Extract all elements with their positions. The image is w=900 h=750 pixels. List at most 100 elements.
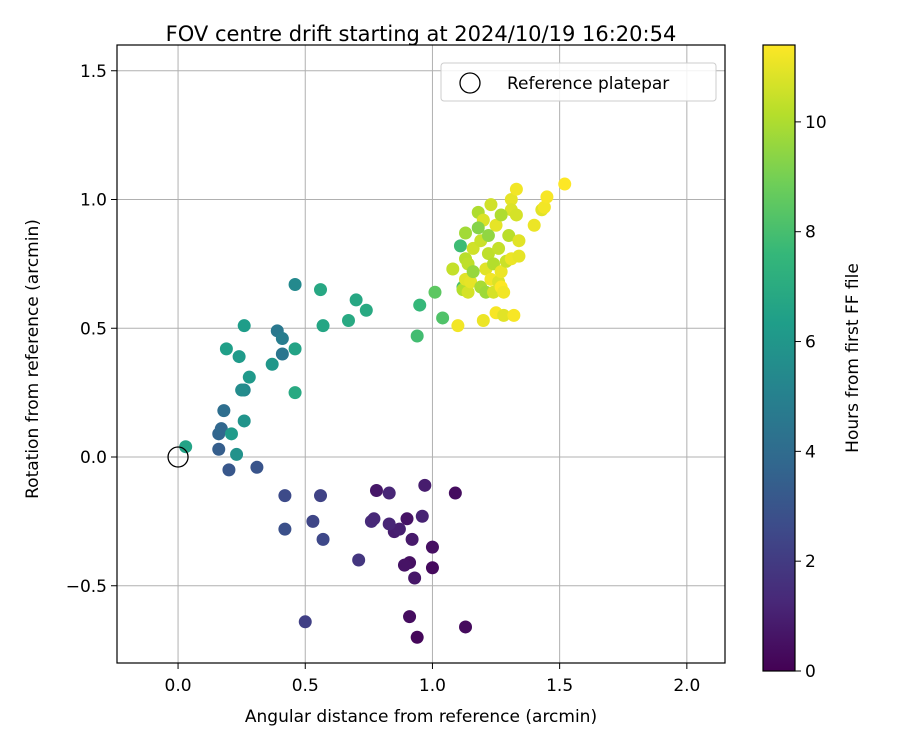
data-point-106 [471, 221, 485, 235]
data-point-67 [459, 226, 473, 240]
x-tick-label-2: 1.0 [419, 676, 446, 696]
y-tick-label-3: 1.0 [80, 191, 107, 211]
data-point-10 [392, 522, 406, 536]
data-point-65 [461, 285, 475, 299]
data-points [179, 177, 572, 644]
data-point-28 [222, 463, 236, 477]
data-point-97 [509, 182, 523, 196]
legend-box [440, 62, 717, 102]
data-point-75 [476, 314, 490, 328]
reference-platepar-marker [167, 446, 189, 468]
y-tick-label-2: 0.5 [80, 319, 107, 339]
data-point-90 [497, 308, 511, 322]
data-point-50 [314, 283, 328, 297]
data-point-15 [367, 512, 381, 526]
data-point-16 [369, 483, 383, 497]
data-point-57 [428, 285, 442, 299]
colorbar-gradient [763, 45, 795, 671]
data-point-32 [217, 404, 231, 418]
data-point-11 [382, 517, 396, 531]
data-point-49 [288, 277, 302, 291]
data-point-101 [527, 218, 541, 232]
data-point-54 [359, 303, 373, 317]
data-point-42 [237, 319, 251, 333]
data-point-61 [451, 319, 465, 333]
data-point-46 [275, 347, 289, 361]
reference-marker-layer [167, 446, 189, 468]
data-point-55 [410, 329, 424, 343]
colorbar-label: Hours from first FF file [843, 263, 863, 453]
x-tick-label-4: 2.0 [673, 676, 700, 696]
data-point-109 [494, 208, 508, 222]
data-point-99 [512, 234, 526, 248]
data-point-23 [306, 514, 320, 528]
data-point-13 [415, 509, 429, 523]
data-point-48 [288, 386, 302, 400]
x-axis-ticks: 0.0 0.5 1.0 1.5 2.0 [165, 663, 700, 696]
data-point-85 [492, 241, 506, 255]
data-point-89 [497, 285, 511, 299]
chart-title: FOV centre drift starting at 2024/10/19 … [166, 22, 677, 46]
data-point-33 [230, 447, 244, 461]
data-point-0 [410, 630, 424, 644]
x-tick-label-3: 1.5 [546, 676, 573, 696]
data-point-83 [489, 218, 503, 232]
data-point-80 [484, 198, 498, 212]
data-point-35 [224, 427, 238, 441]
y-axis-ticks: −0.5 0.0 0.5 1.0 1.5 [66, 62, 117, 597]
data-point-69 [464, 275, 478, 289]
data-point-87 [494, 265, 508, 279]
colorbar: 0 2 4 6 8 10 Hours from first FF file [762, 44, 863, 682]
y-axis-label: Rotation from reference (arcmin) [23, 219, 43, 499]
data-point-53 [349, 293, 363, 307]
data-point-59 [453, 239, 467, 253]
data-point-38 [235, 383, 249, 397]
x-axis-label: Angular distance from reference (arcmin) [245, 707, 597, 727]
data-point-56 [413, 298, 427, 312]
data-point-108 [481, 229, 495, 243]
data-point-29 [212, 442, 226, 456]
data-point-41 [232, 350, 246, 364]
colorbar-tick-label-1: 2 [805, 552, 816, 572]
legend-reference-marker [459, 72, 481, 94]
colorbar-ticks: 0 2 4 6 8 10 [795, 113, 827, 682]
grid-lines [117, 45, 725, 663]
colorbar-tick-label-5: 10 [805, 113, 827, 133]
data-point-3 [408, 571, 422, 585]
data-point-19 [448, 486, 462, 500]
x-tick-label-0: 0.0 [165, 676, 192, 696]
colorbar-frame [762, 44, 796, 672]
data-point-34 [179, 440, 193, 454]
data-point-62 [446, 262, 460, 276]
data-point-100 [512, 249, 526, 263]
data-point-25 [278, 489, 292, 503]
data-point-12 [400, 512, 414, 526]
data-point-6 [425, 561, 439, 575]
data-point-45 [275, 332, 289, 346]
data-point-78 [481, 247, 495, 261]
data-point-93 [504, 193, 518, 206]
data-point-36 [237, 414, 251, 428]
plot-frame [116, 44, 726, 664]
x-tick-label-1: 0.5 [292, 676, 319, 696]
legend-entry-reference: Reference platepar [507, 74, 669, 94]
data-point-24 [278, 522, 292, 536]
data-point-103 [537, 200, 551, 214]
data-point-43 [265, 357, 279, 371]
data-point-105 [558, 177, 572, 191]
data-point-51 [316, 319, 330, 333]
data-point-1 [459, 620, 473, 634]
data-point-107 [466, 265, 480, 279]
data-point-20 [352, 553, 366, 567]
data-point-98 [509, 208, 523, 222]
data-point-7 [425, 540, 439, 554]
colorbar-tick-label-0: 0 [805, 662, 816, 682]
data-point-8 [405, 532, 419, 546]
data-point-52 [341, 314, 355, 328]
y-tick-label-0: −0.5 [66, 577, 107, 597]
colorbar-tick-label-4: 8 [805, 223, 816, 243]
data-point-26 [314, 489, 328, 503]
data-point-17 [382, 486, 396, 500]
data-point-22 [316, 532, 330, 546]
